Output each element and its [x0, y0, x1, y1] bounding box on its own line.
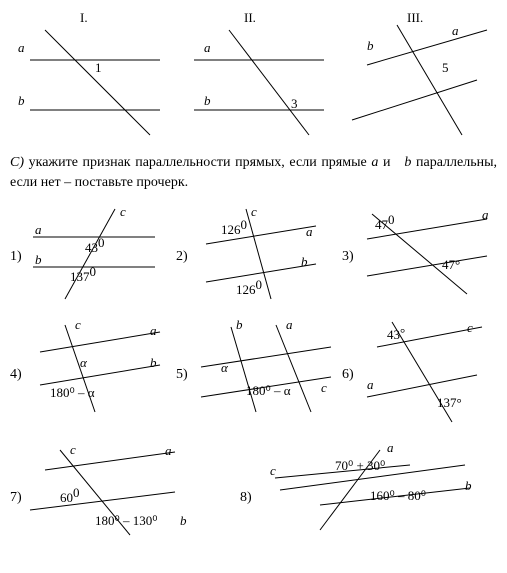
c: c: [251, 204, 257, 219]
row-1: 1) c a b 430 1370 2) c a b 1260 1260 3): [10, 204, 497, 309]
label-III: III.: [407, 10, 423, 25]
label-I: I.: [80, 10, 88, 25]
t1: α: [80, 355, 88, 370]
row-3: 7) c a 600 180⁰ – 130⁰ b 8) a c b 70⁰ + …: [10, 440, 497, 555]
fig-6: 6) c a 43° 137°: [342, 317, 497, 432]
ang3: 3: [291, 96, 298, 111]
a: a: [204, 40, 211, 55]
fig-8: 8) a c b 70⁰ + 30⁰ 160⁰ – 80⁰: [240, 440, 490, 555]
t2: 160⁰ – 80⁰: [370, 488, 426, 503]
b: b: [180, 513, 187, 528]
t2: 180⁰ – α: [50, 385, 95, 400]
t1: α: [221, 360, 229, 375]
t1: 470: [375, 212, 395, 232]
t2: 137°: [437, 395, 462, 410]
b: b: [367, 38, 374, 53]
a: a: [165, 443, 172, 458]
t1: 430: [85, 235, 105, 255]
num-7: 7): [10, 490, 22, 506]
fig-I: I. a b 1: [10, 10, 170, 145]
caption: C) укажите признак параллельности прямых…: [10, 153, 497, 192]
t1: 600: [60, 485, 80, 505]
num-4: 4): [10, 367, 22, 383]
a: a: [35, 222, 42, 237]
b: b: [301, 254, 308, 269]
ang5: 5: [442, 60, 449, 75]
c: c: [70, 442, 76, 457]
t1: 70⁰ + 30⁰: [335, 458, 385, 473]
t1: 43°: [387, 325, 405, 342]
a: a: [367, 377, 374, 392]
a: a: [18, 40, 25, 55]
c: c: [75, 317, 81, 332]
fig-4: 4) c a b α 180⁰ – α: [10, 317, 175, 432]
fig-3: 3) a 470 47°: [342, 204, 497, 309]
fig-III: III. a b 5: [337, 10, 497, 145]
num-2: 2): [176, 249, 188, 265]
a: a: [150, 323, 157, 338]
c: c: [120, 204, 126, 219]
b: b: [150, 355, 157, 370]
cap-and: и: [378, 155, 395, 170]
c: c: [467, 320, 473, 335]
label-II: II.: [244, 10, 256, 25]
t2: 180⁰ – 130⁰: [95, 513, 157, 528]
a: a: [387, 440, 394, 455]
fig-5: 5) b a c α 180⁰ – α: [176, 317, 341, 432]
row-2: 4) c a b α 180⁰ – α 5) b a c α 180⁰ – α …: [10, 317, 497, 432]
fig-II: II. a b 3: [174, 10, 334, 145]
cap-prefix: C): [10, 155, 24, 170]
num-1: 1): [10, 249, 22, 265]
b: b: [465, 478, 472, 493]
num-3: 3): [342, 249, 354, 265]
t2: 47°: [442, 257, 460, 272]
cap-t1: укажите признак параллельности прямых, е…: [24, 155, 371, 170]
b: b: [18, 93, 25, 108]
a: a: [286, 317, 293, 332]
c: c: [270, 463, 276, 478]
num-8: 8): [240, 490, 252, 506]
num-5: 5): [176, 367, 188, 383]
t1: 1260: [221, 217, 247, 237]
ang1: 1: [95, 60, 102, 75]
top-row: I. a b 1 II. a b 3 III. a b 5: [10, 10, 497, 145]
b: b: [236, 317, 243, 332]
c: c: [321, 380, 327, 395]
a: a: [482, 207, 489, 222]
t2: 180⁰ – α: [246, 383, 291, 398]
a: a: [452, 23, 459, 38]
b: b: [204, 93, 211, 108]
t2: 1260: [236, 277, 262, 297]
num-6: 6): [342, 367, 354, 383]
b: b: [35, 252, 42, 267]
fig-1: 1) c a b 430 1370: [10, 204, 175, 309]
a: a: [306, 224, 313, 239]
fig-2: 2) c a b 1260 1260: [176, 204, 341, 309]
fig-7: 7) c a 600 180⁰ – 130⁰ b: [10, 440, 210, 555]
